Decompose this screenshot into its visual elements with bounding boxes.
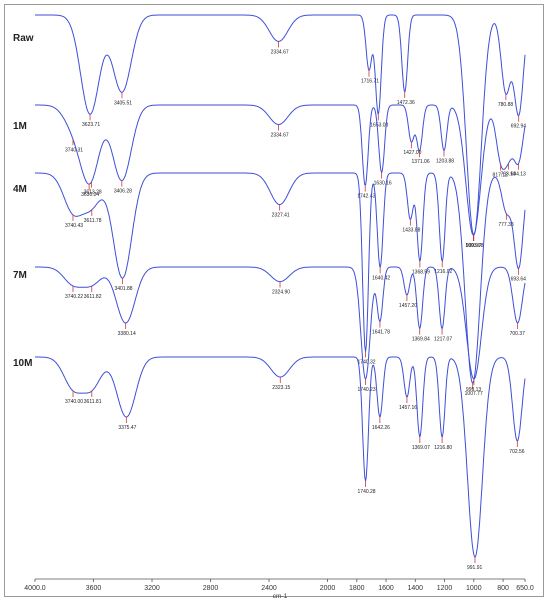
- peak-label: 1457.16: [399, 405, 417, 411]
- spectrum-line: [35, 172, 526, 384]
- peak-label: 3740.22: [65, 294, 83, 300]
- peak-label: 3405.51: [114, 100, 132, 106]
- spectrum-line: [35, 104, 526, 236]
- peak-label: 1369.07: [412, 445, 430, 451]
- series-group: 1M 3613.28 3740.31 3630.04 3406.28 2334.67 174…: [13, 104, 527, 249]
- peak-label: 1740.23: [358, 387, 376, 393]
- peak-label: 2334.67: [271, 49, 289, 55]
- peak-label: 3611.81: [84, 399, 102, 405]
- peak-label: 3375.47: [118, 425, 136, 431]
- peak-label: 694.13: [511, 172, 527, 178]
- x-tick-label: 4000.0: [24, 585, 46, 592]
- peak-label: 1003.08: [465, 243, 483, 249]
- peak-label: 1371.06: [412, 159, 430, 165]
- peak-label: 2334.67: [271, 133, 289, 139]
- peak-label: 1203.88: [436, 159, 454, 165]
- peak-label: 3740.43: [65, 223, 83, 229]
- peak-label: 3611.82: [84, 294, 102, 300]
- peak-label: 693.64: [511, 277, 527, 283]
- peak-label: 3740.31: [65, 147, 83, 153]
- x-tick-label: 2800: [203, 585, 219, 592]
- x-tick-label: 1000: [466, 585, 482, 592]
- peak-label: 1630.16: [374, 181, 392, 187]
- peak-label: 1369.84: [412, 337, 430, 343]
- peak-label: 1216.02: [434, 269, 452, 275]
- peak-label: 1217.07: [434, 337, 452, 343]
- peak-label: 999.97: [466, 243, 482, 249]
- peak-label: 1740.28: [358, 489, 376, 495]
- series-group: Raw 3623.71 3405.51 2334.67 1716.71 1653.08 14…: [13, 14, 527, 249]
- series-label: Raw: [13, 33, 34, 44]
- peak-label: 1457.20: [399, 303, 417, 309]
- peak-label: 692.94: [511, 124, 527, 130]
- peak-label: 2324.90: [272, 290, 290, 296]
- peak-label: 991.91: [467, 565, 483, 571]
- peak-label: 3740.00: [65, 399, 83, 405]
- peak-label: 1472.36: [397, 100, 415, 106]
- peak-label: 780.88: [498, 102, 514, 108]
- chart-frame: Raw 3623.71 3405.51 2334.67 1716.71 1653.08 14…: [4, 4, 544, 598]
- peak-label: 1368.59: [412, 269, 430, 275]
- peak-label: 817.12: [493, 172, 509, 178]
- peak-label: 1740.32: [358, 360, 376, 366]
- peak-label: 700.37: [510, 331, 526, 337]
- peak-label: 999.13: [466, 387, 482, 393]
- peak-label: 1640.42: [372, 276, 390, 282]
- x-tick-label: 3200: [144, 585, 160, 592]
- peak-label: 777.33: [498, 222, 514, 228]
- peak-label: 3406.28: [114, 189, 132, 195]
- spectrum-line: [35, 14, 526, 236]
- series-label: 4M: [13, 184, 27, 195]
- peak-label: 2323.15: [272, 385, 290, 391]
- peak-label: 1641.78: [372, 330, 390, 336]
- x-tick-label: 1800: [349, 585, 365, 592]
- peak-label: 3623.71: [82, 122, 100, 128]
- peak-label: 1653.08: [370, 122, 388, 128]
- x-tick-label: 1600: [378, 585, 394, 592]
- peak-label: 763.14: [500, 172, 516, 178]
- x-tick-label: 1200: [437, 585, 453, 592]
- series-label: 10M: [13, 358, 32, 369]
- x-tick-label: 800: [497, 585, 509, 592]
- x-tick-label: 650.0: [516, 585, 534, 592]
- peak-label: 1742.43: [357, 194, 375, 200]
- ftir-spectra-chart: Raw 3623.71 3405.51 2334.67 1716.71 1653.08 14…: [13, 14, 534, 598]
- peak-label: 1716.71: [361, 79, 379, 85]
- peak-label: 1007.77: [465, 391, 483, 397]
- x-axis-title: cm-1: [273, 593, 288, 598]
- peak-label: 1216.80: [434, 445, 452, 451]
- peak-label: 3611.78: [84, 218, 102, 224]
- peak-label: 3380.14: [118, 331, 136, 337]
- peak-label: 1433.88: [402, 228, 420, 234]
- peak-label: 1642.26: [372, 425, 390, 431]
- peak-label: 3401.88: [114, 286, 132, 292]
- peak-label: 702.56: [509, 449, 525, 455]
- series-label: 7M: [13, 270, 27, 281]
- peak-label: 2327.41: [272, 213, 290, 219]
- x-tick-label: 3600: [86, 585, 102, 592]
- x-tick-label: 1400: [408, 585, 424, 592]
- x-tick-label: 2400: [261, 585, 277, 592]
- x-tick-label: 2000: [320, 585, 336, 592]
- peak-label: 3613.28: [84, 190, 102, 196]
- peak-label: 3630.04: [81, 192, 99, 198]
- peak-label: 1427.00: [403, 150, 421, 156]
- series-label: 1M: [13, 121, 27, 132]
